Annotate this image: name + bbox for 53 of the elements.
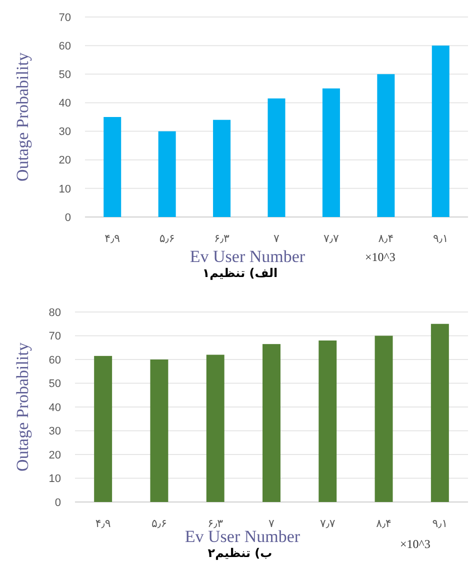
text: الف) تنظیم۱: [202, 266, 278, 280]
y-tick-label: 30: [48, 426, 61, 438]
y-tick-label: 60: [48, 354, 61, 366]
bar: [213, 120, 231, 217]
bar: [158, 131, 176, 217]
bar: [206, 354, 224, 502]
y-tick-label: 30: [58, 126, 71, 138]
x-axis-title: Ev User Number: [184, 527, 300, 546]
y-tick-label: 60: [58, 40, 71, 52]
y-tick-label: 80: [48, 306, 61, 319]
x-tick-label: ۴٫۹: [104, 232, 120, 245]
bar: [318, 340, 337, 502]
x-tick-label: ۵٫۶: [159, 232, 175, 245]
y-tick-label: 20: [48, 449, 61, 462]
bar: [262, 344, 280, 502]
y-tick-label: 70: [48, 330, 61, 343]
text: ×10^3: [365, 250, 396, 264]
bar: [322, 88, 340, 217]
x-tick-label: ۷٫۷: [320, 517, 336, 530]
y-tick-label: 50: [58, 68, 71, 81]
x-tick-label: ۷٫۷: [324, 232, 339, 245]
x-tick-label: ۴٫۹: [95, 517, 111, 530]
bar: [374, 336, 393, 502]
x-axis-title: Ev User Number: [190, 247, 306, 266]
y-tick-label: 40: [48, 402, 61, 414]
y-tick-label: 10: [48, 473, 61, 486]
x-tick-label: ۶٫۳: [214, 232, 230, 245]
x-tick-label: ۸٫۴: [376, 517, 392, 530]
y-tick-label: 10: [58, 183, 71, 196]
text: ×10^3: [400, 537, 430, 551]
y-axis-title: Outage Probability: [13, 342, 32, 472]
y-tick-label: 70: [58, 12, 71, 24]
x-tick-label: ۷: [268, 517, 275, 530]
bar: [377, 74, 395, 217]
bar: [150, 360, 168, 502]
x-tick-label: ۵٫۶: [152, 517, 167, 530]
bar: [430, 324, 449, 502]
y-tick-label: 0: [54, 496, 61, 509]
bar: [94, 356, 112, 502]
y-tick-label: 40: [58, 98, 71, 110]
y-tick-label: 20: [58, 154, 71, 167]
text: ب) تنظیم۲: [208, 546, 272, 560]
y-tick-label: 0: [64, 212, 71, 224]
x-tick-label: ۹٫۱: [432, 232, 448, 245]
x-tick-label: ۹٫۱: [432, 517, 448, 530]
bar: [432, 46, 450, 217]
bar: [268, 98, 286, 217]
bar: [104, 117, 122, 217]
y-tick-label: 50: [48, 378, 61, 390]
x-tick-label: ۸٫۴: [378, 232, 394, 245]
y-axis-title: Outage Probability: [13, 52, 32, 182]
x-tick-label: ۶٫۳: [208, 517, 224, 530]
x-tick-label: ۷: [274, 232, 280, 245]
